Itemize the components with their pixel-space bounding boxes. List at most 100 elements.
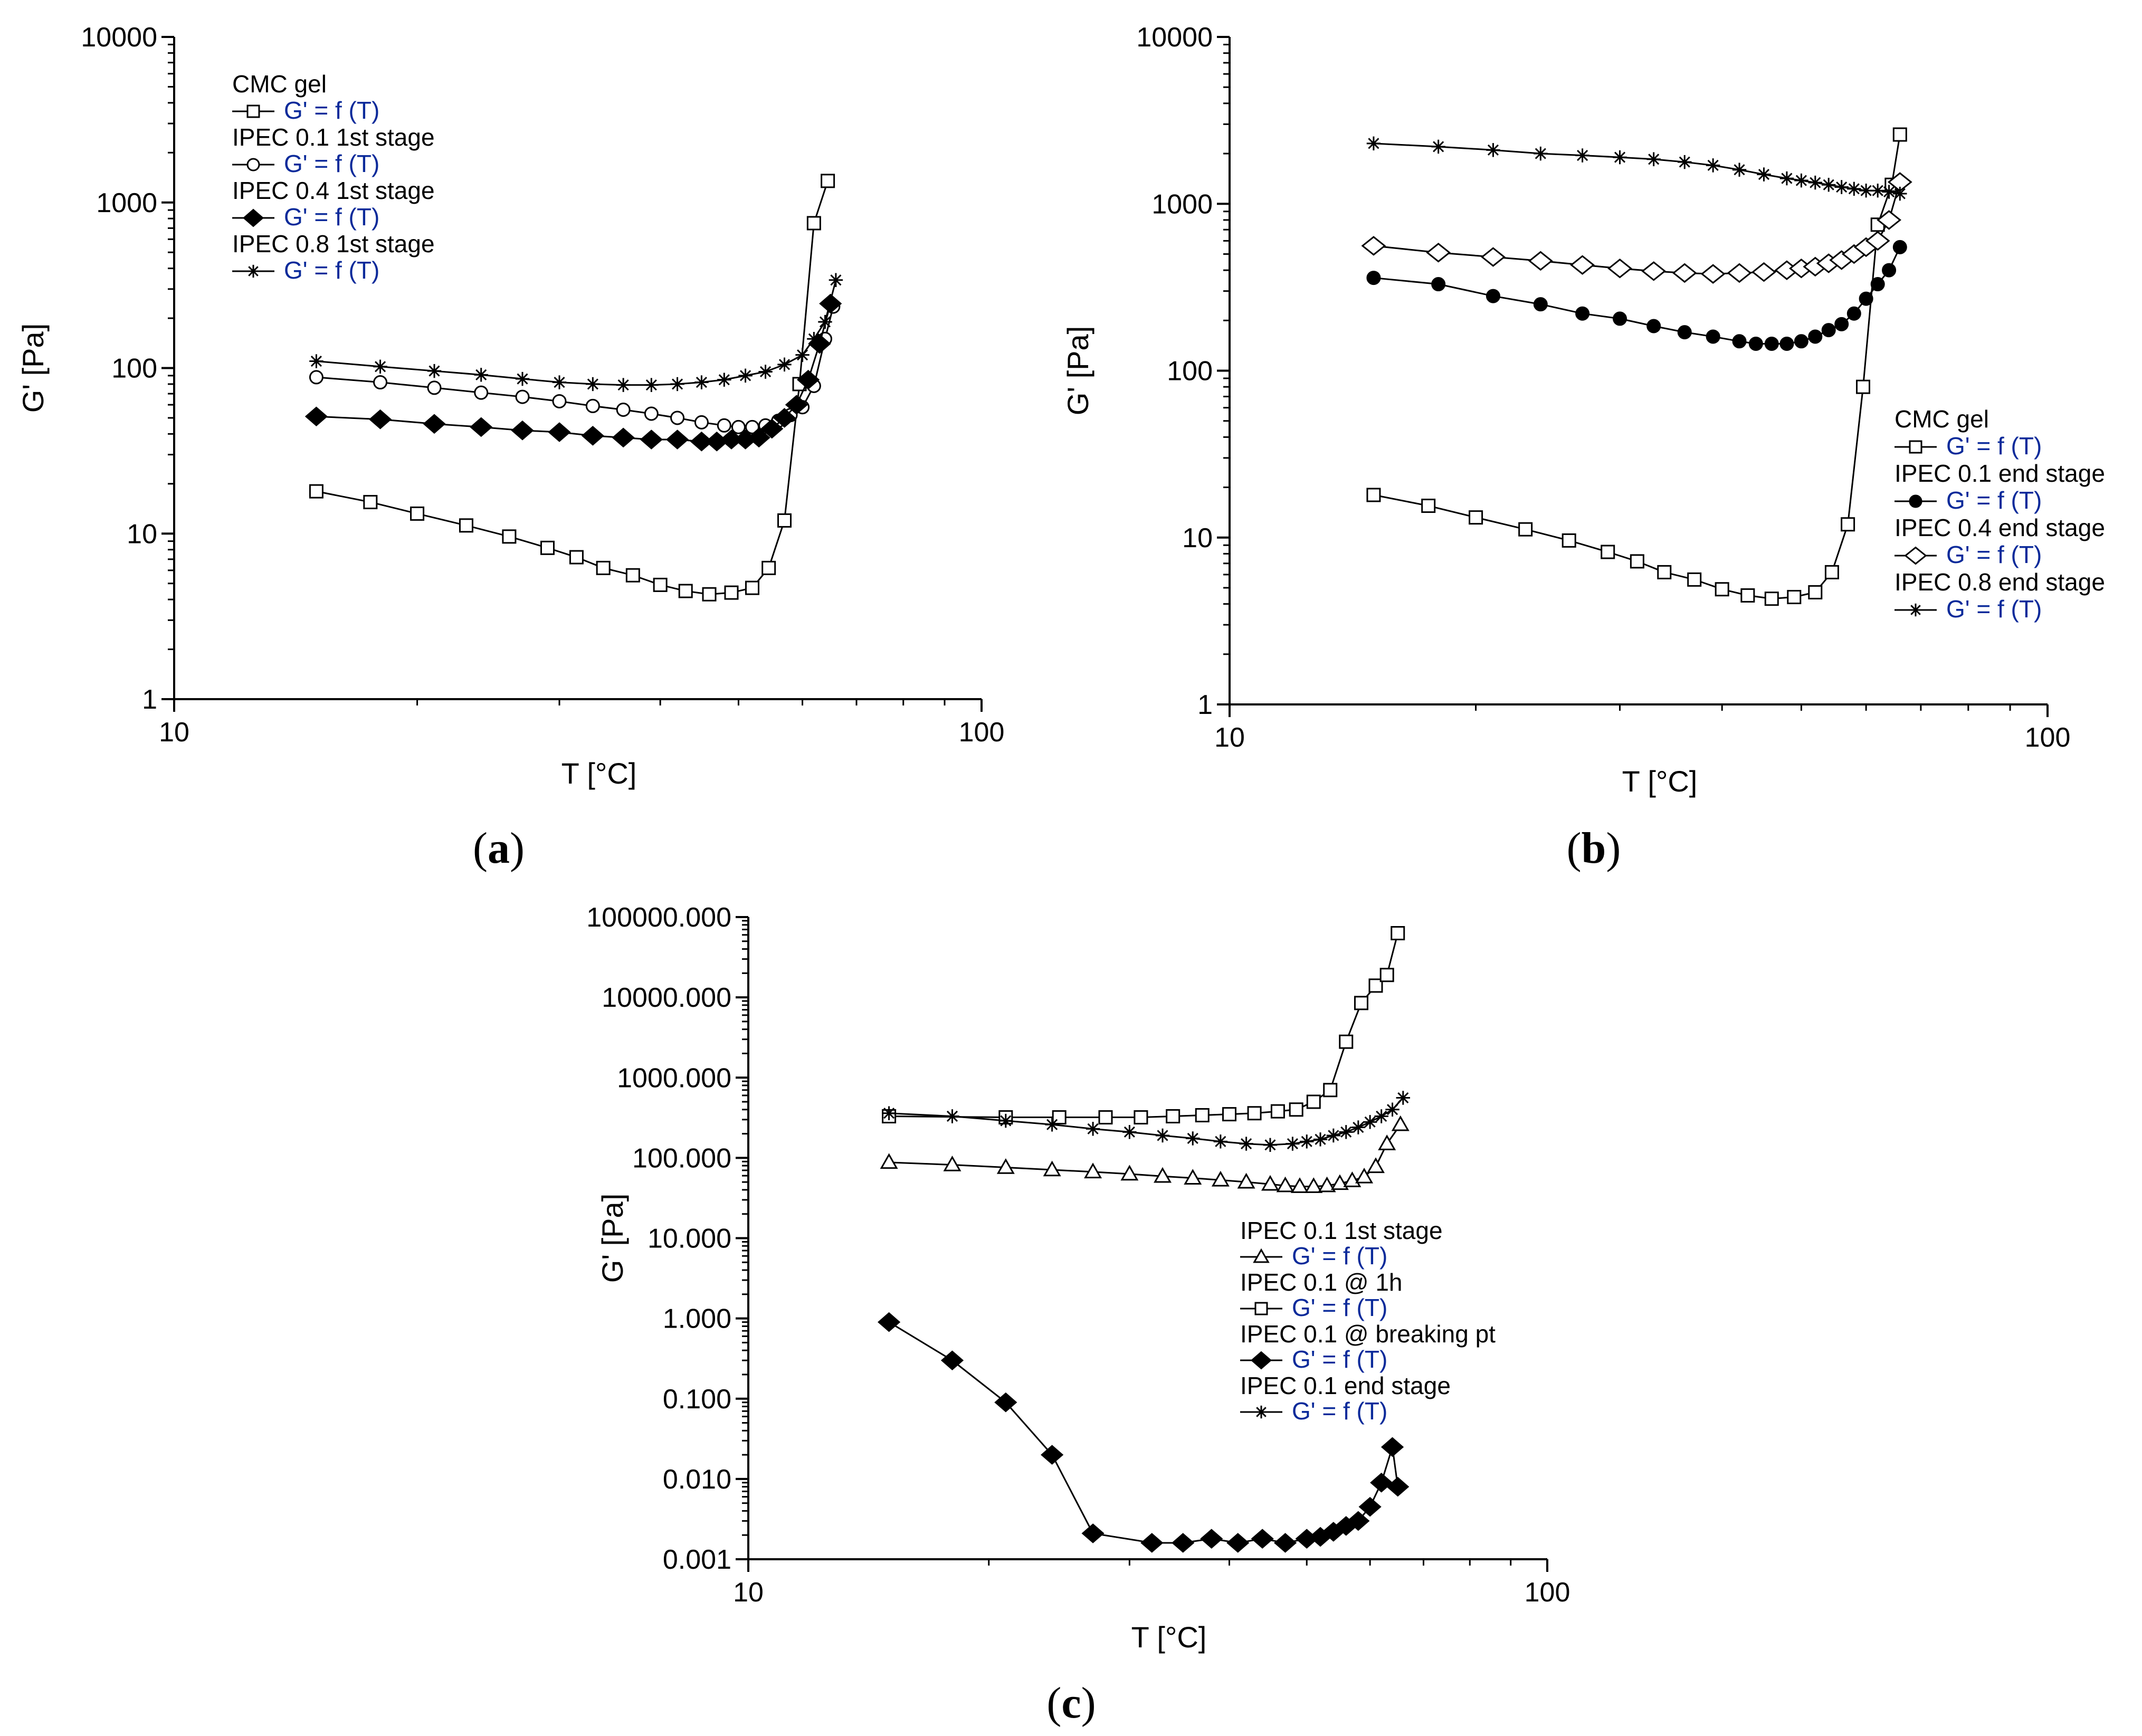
data-point	[1518, 522, 1533, 537]
data-point	[368, 409, 392, 430]
data-point	[818, 314, 832, 329]
data-point	[1808, 329, 1823, 344]
data-point	[540, 540, 555, 555]
data-point	[796, 369, 820, 390]
data-point	[1247, 1106, 1262, 1121]
legend-label: IPEC 0.1 1st stage	[1240, 1217, 1443, 1244]
data-point	[807, 332, 821, 346]
data-point	[1323, 1083, 1338, 1098]
data-point	[1808, 175, 1823, 190]
legend-label: IPEC 0.1 @ breaking pt	[1240, 1320, 1496, 1348]
legend-function: G' = f (T)	[1292, 1397, 1387, 1425]
data-point	[1859, 291, 1873, 306]
data-point	[1856, 379, 1871, 394]
data-point	[1657, 565, 1672, 579]
data-point	[1261, 1175, 1279, 1191]
legend-label: IPEC 0.1 end stage	[1895, 460, 2105, 487]
data-point	[1339, 1034, 1354, 1049]
data-point	[882, 1106, 896, 1120]
data-point	[738, 368, 753, 383]
data-point	[1391, 1115, 1410, 1131]
data-point	[612, 427, 635, 448]
data-point	[1486, 289, 1500, 303]
data-point	[373, 375, 388, 390]
data-point	[616, 378, 631, 392]
data-point	[1486, 143, 1500, 157]
data-point	[596, 560, 611, 575]
data-point	[1122, 1125, 1137, 1139]
data-point	[1732, 163, 1747, 177]
data-point	[1748, 336, 1763, 351]
data-point	[423, 414, 446, 434]
data-point	[1787, 590, 1802, 605]
data-point	[1200, 1529, 1223, 1549]
x-tick-label: 100	[959, 717, 1005, 748]
data-point	[1166, 1109, 1181, 1123]
data-point	[1211, 1170, 1230, 1187]
data-point	[1300, 1134, 1314, 1149]
data-point	[1086, 1122, 1100, 1136]
data-point	[1358, 1496, 1382, 1517]
data-point	[1155, 1128, 1170, 1143]
data-point	[773, 408, 796, 428]
y-tick-label: 1	[1197, 690, 1213, 720]
data-point	[821, 174, 835, 188]
data-point	[304, 406, 328, 427]
legend-function: G' = f (T)	[284, 203, 379, 231]
data-point	[1366, 488, 1381, 502]
data-point	[1882, 263, 1897, 278]
data-point	[1305, 1177, 1323, 1193]
data-point	[552, 394, 567, 408]
x-axis-label: T [°C]	[561, 757, 637, 790]
y-tick-label: 100000.000	[586, 902, 731, 933]
data-point	[1367, 1157, 1385, 1174]
data-point	[1892, 240, 1907, 254]
data-point	[1426, 243, 1451, 263]
data-point	[1347, 1511, 1370, 1531]
legend-marker	[1909, 440, 1922, 454]
data-point	[1330, 1174, 1349, 1190]
legend-label: IPEC 0.1 1st stage	[232, 123, 435, 151]
data-point	[1562, 533, 1576, 548]
data-point	[1808, 585, 1823, 599]
data-point	[1794, 334, 1808, 349]
data-point	[1251, 1529, 1274, 1549]
data-point	[795, 348, 810, 362]
data-point	[1893, 186, 1907, 201]
y-tick-label: 1000	[1151, 189, 1213, 220]
data-point	[1045, 1118, 1059, 1132]
data-point	[1672, 263, 1697, 283]
data-point	[1764, 592, 1779, 606]
data-point	[1378, 1134, 1396, 1150]
data-point	[777, 513, 792, 528]
data-point	[1533, 297, 1548, 312]
legend-label: IPEC 0.8 end stage	[1895, 568, 2105, 596]
panel-label: (a)	[473, 824, 525, 873]
y-axis-label: G' [Pa]	[596, 1194, 629, 1283]
data-point	[996, 1158, 1015, 1174]
data-point	[1641, 261, 1667, 281]
legend-marker	[1253, 1248, 1270, 1263]
x-tick-label: 10	[159, 717, 189, 748]
data-point	[309, 370, 323, 385]
data-point	[1822, 178, 1836, 192]
data-point	[644, 406, 659, 421]
data-point	[1575, 306, 1590, 321]
data-point	[670, 377, 684, 392]
data-point	[1084, 1162, 1102, 1179]
data-point	[829, 273, 843, 287]
x-tick-label: 100	[2025, 722, 2071, 753]
data-point	[1847, 182, 1861, 196]
data-point	[943, 1156, 961, 1171]
data-point	[1859, 184, 1873, 198]
series-line	[889, 933, 1399, 1119]
data-point	[1841, 517, 1855, 532]
data-point	[1239, 1137, 1253, 1151]
y-tick-label: 0.010	[663, 1464, 731, 1495]
series-ipec-0-8-end-stage	[1366, 136, 1907, 201]
data-point	[1361, 236, 1386, 256]
y-tick-label: 10000	[81, 22, 157, 53]
legend-marker	[246, 104, 260, 118]
legend-label: CMC gel	[1895, 405, 1989, 433]
y-tick-label: 1	[142, 684, 157, 715]
